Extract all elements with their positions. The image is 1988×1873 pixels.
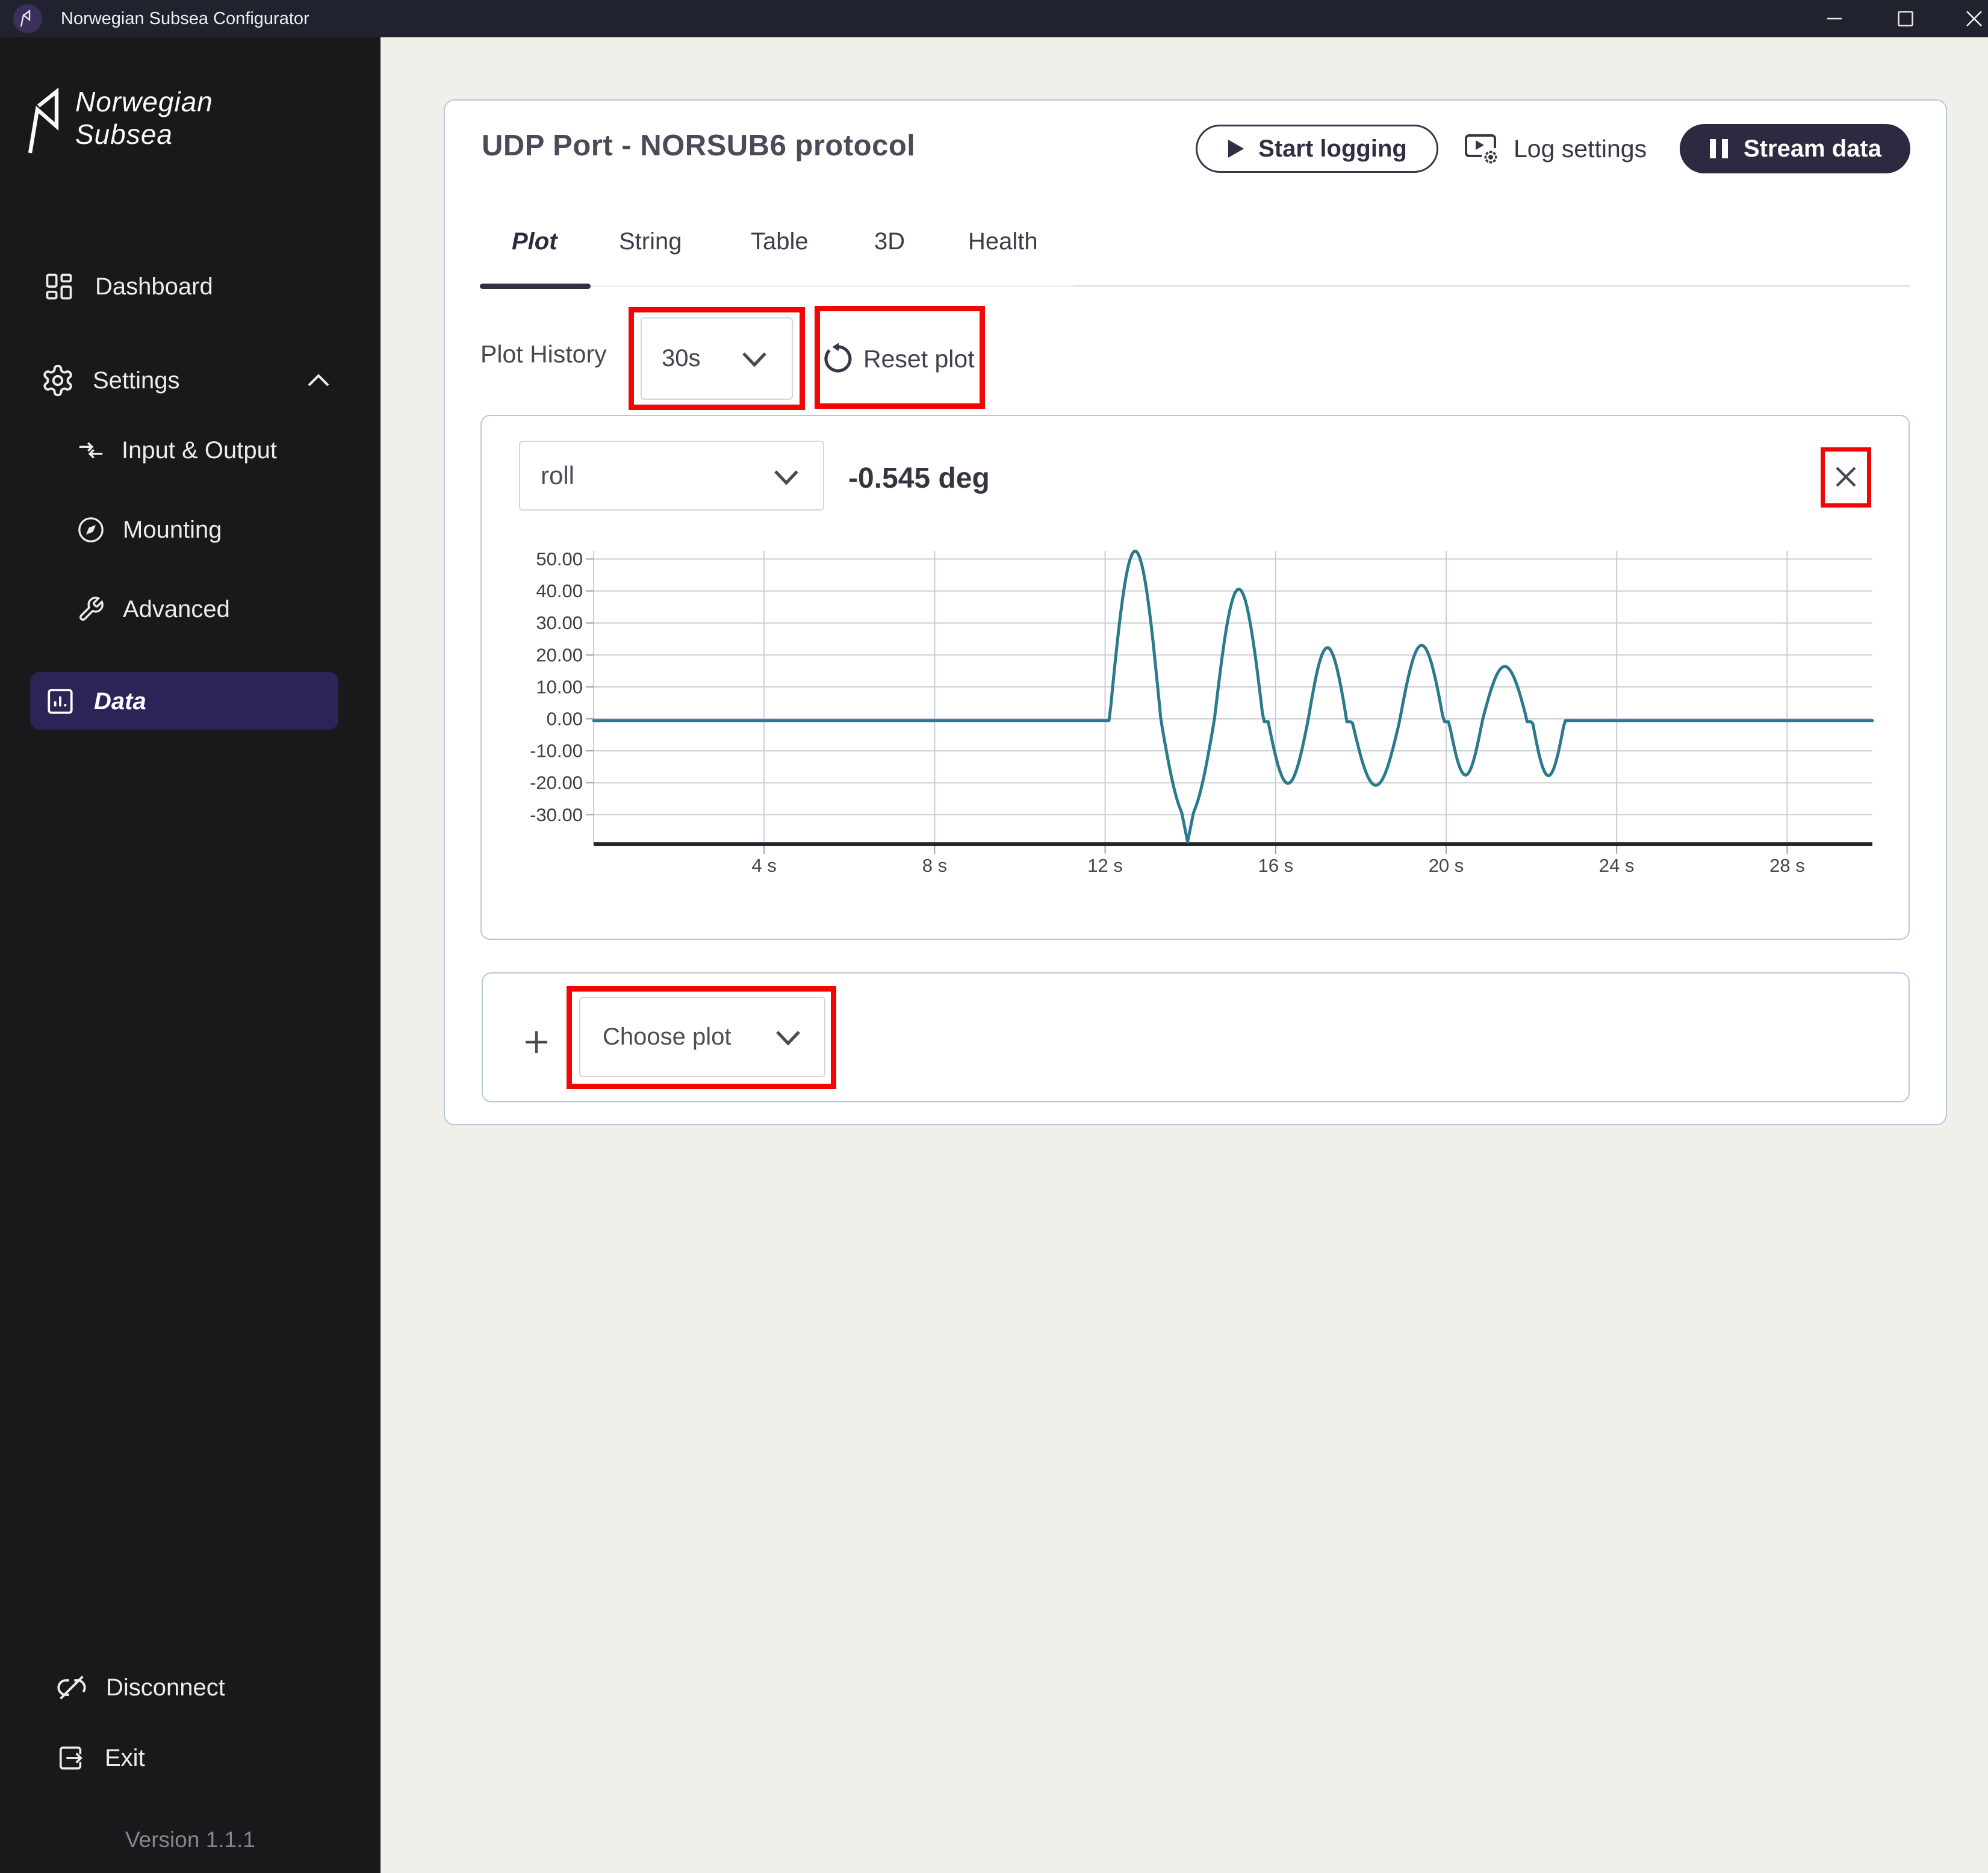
sidebar-item-input-output[interactable]: Input & Output	[77, 436, 277, 464]
annotation-box-reset	[815, 306, 985, 409]
play-icon	[1228, 140, 1244, 158]
sidebar-item-data-content[interactable]: Data	[45, 686, 146, 716]
tab-table[interactable]: Table	[751, 228, 809, 255]
svg-text:30.00: 30.00	[536, 612, 583, 633]
window-maximize-button[interactable]	[1871, 0, 1940, 37]
start-logging-button[interactable]: Start logging	[1196, 125, 1438, 173]
svg-text:16 s: 16 s	[1258, 855, 1293, 876]
plot-channel-dropdown[interactable]: roll	[519, 441, 824, 511]
stream-data-button[interactable]: Stream data	[1680, 124, 1910, 173]
logo-mark	[28, 87, 59, 154]
svg-text:10.00: 10.00	[536, 676, 583, 697]
svg-text:-20.00: -20.00	[530, 772, 583, 794]
svg-text:50.00: 50.00	[536, 548, 583, 570]
plus-icon[interactable]	[524, 1030, 548, 1054]
version-label: Version 1.1.1	[125, 1827, 255, 1852]
svg-text:28 s: 28 s	[1769, 855, 1805, 876]
gear-icon	[40, 363, 75, 398]
plot-current-value: -0.545 deg	[848, 462, 990, 494]
svg-text:8 s: 8 s	[922, 855, 947, 876]
svg-text:4 s: 4 s	[752, 855, 777, 876]
svg-text:40.00: 40.00	[536, 580, 583, 601]
svg-text:0.00: 0.00	[547, 709, 583, 730]
log-settings-button[interactable]: Log settings	[1464, 126, 1647, 172]
app-icon	[13, 4, 42, 33]
compass-icon	[77, 516, 105, 544]
reset-icon	[824, 343, 852, 373]
close-icon	[1836, 467, 1856, 487]
svg-text:12 s: 12 s	[1087, 855, 1123, 876]
annotation-box-close	[1821, 447, 1871, 508]
chevron-up-icon[interactable]	[304, 368, 333, 393]
sidebar-item-advanced[interactable]: Advanced	[77, 595, 230, 623]
tab-string[interactable]: String	[619, 228, 682, 255]
plot-history-dropdown[interactable]: 30s	[641, 317, 793, 400]
tab-plot[interactable]: Plot	[512, 228, 558, 255]
window-close-button[interactable]	[1954, 0, 1988, 37]
exit-icon	[57, 1744, 85, 1772]
chevron-down-icon	[774, 470, 798, 485]
wrench-icon	[77, 595, 105, 623]
close-plot-button[interactable]	[1830, 461, 1862, 492]
minimize-icon	[1827, 17, 1842, 20]
sidebar-item-settings[interactable]: Settings	[40, 363, 180, 398]
tab-divider-right	[1073, 285, 1910, 287]
sidebar-item-data[interactable]	[30, 672, 338, 730]
svg-text:24 s: 24 s	[1599, 855, 1635, 876]
sidebar-item-exit[interactable]: Exit	[57, 1744, 145, 1772]
reset-plot-button[interactable]: Reset plot	[822, 343, 975, 375]
tab-3d[interactable]: 3D	[874, 228, 905, 255]
app-logo-mark	[20, 10, 31, 27]
annotation-box-history	[629, 307, 805, 410]
arrows-icon	[77, 436, 105, 464]
sidebar-item-dashboard[interactable]: Dashboard	[43, 271, 213, 302]
window-minimize-button[interactable]	[1800, 0, 1869, 37]
sidebar-item-disconnect[interactable]: Disconnect	[56, 1672, 225, 1703]
chevron-down-icon	[742, 352, 766, 367]
page-title: UDP Port - NORSUB6 protocol	[482, 129, 916, 162]
maximize-icon	[1898, 11, 1913, 26]
dashboard-icon	[43, 271, 75, 302]
chevron-down-icon	[776, 1031, 800, 1046]
log-settings-icon	[1464, 132, 1500, 165]
svg-text:-10.00: -10.00	[530, 741, 583, 762]
title-bar: Norwegian Subsea Configurator	[0, 0, 1988, 37]
sidebar-item-mounting[interactable]: Mounting	[77, 516, 222, 544]
close-window-icon	[1966, 11, 1982, 26]
roll-line-chart: 50.00 40.00 30.00 20.00 10.00 0.00 -10.00 -20.0…	[530, 548, 1874, 876]
svg-text:-30.00: -30.00	[530, 804, 583, 825]
active-tab-underline	[480, 284, 591, 289]
svg-text:20 s: 20 s	[1429, 855, 1464, 876]
bar-chart-icon	[45, 686, 75, 716]
tab-health[interactable]: Health	[968, 228, 1038, 255]
pause-icon	[1710, 139, 1728, 158]
sidebar: Norwegian Subsea Dashboard Settings Inpu…	[0, 37, 381, 1873]
choose-plot-dropdown[interactable]: Choose plot	[579, 997, 825, 1077]
annotation-box-choose	[567, 986, 836, 1089]
logo-text: Norwegian Subsea	[75, 86, 213, 150]
window-title: Norwegian Subsea Configurator	[61, 9, 309, 28]
unlink-icon	[56, 1672, 87, 1703]
plot-history-label: Plot History	[480, 340, 607, 368]
svg-text:20.00: 20.00	[536, 644, 583, 665]
